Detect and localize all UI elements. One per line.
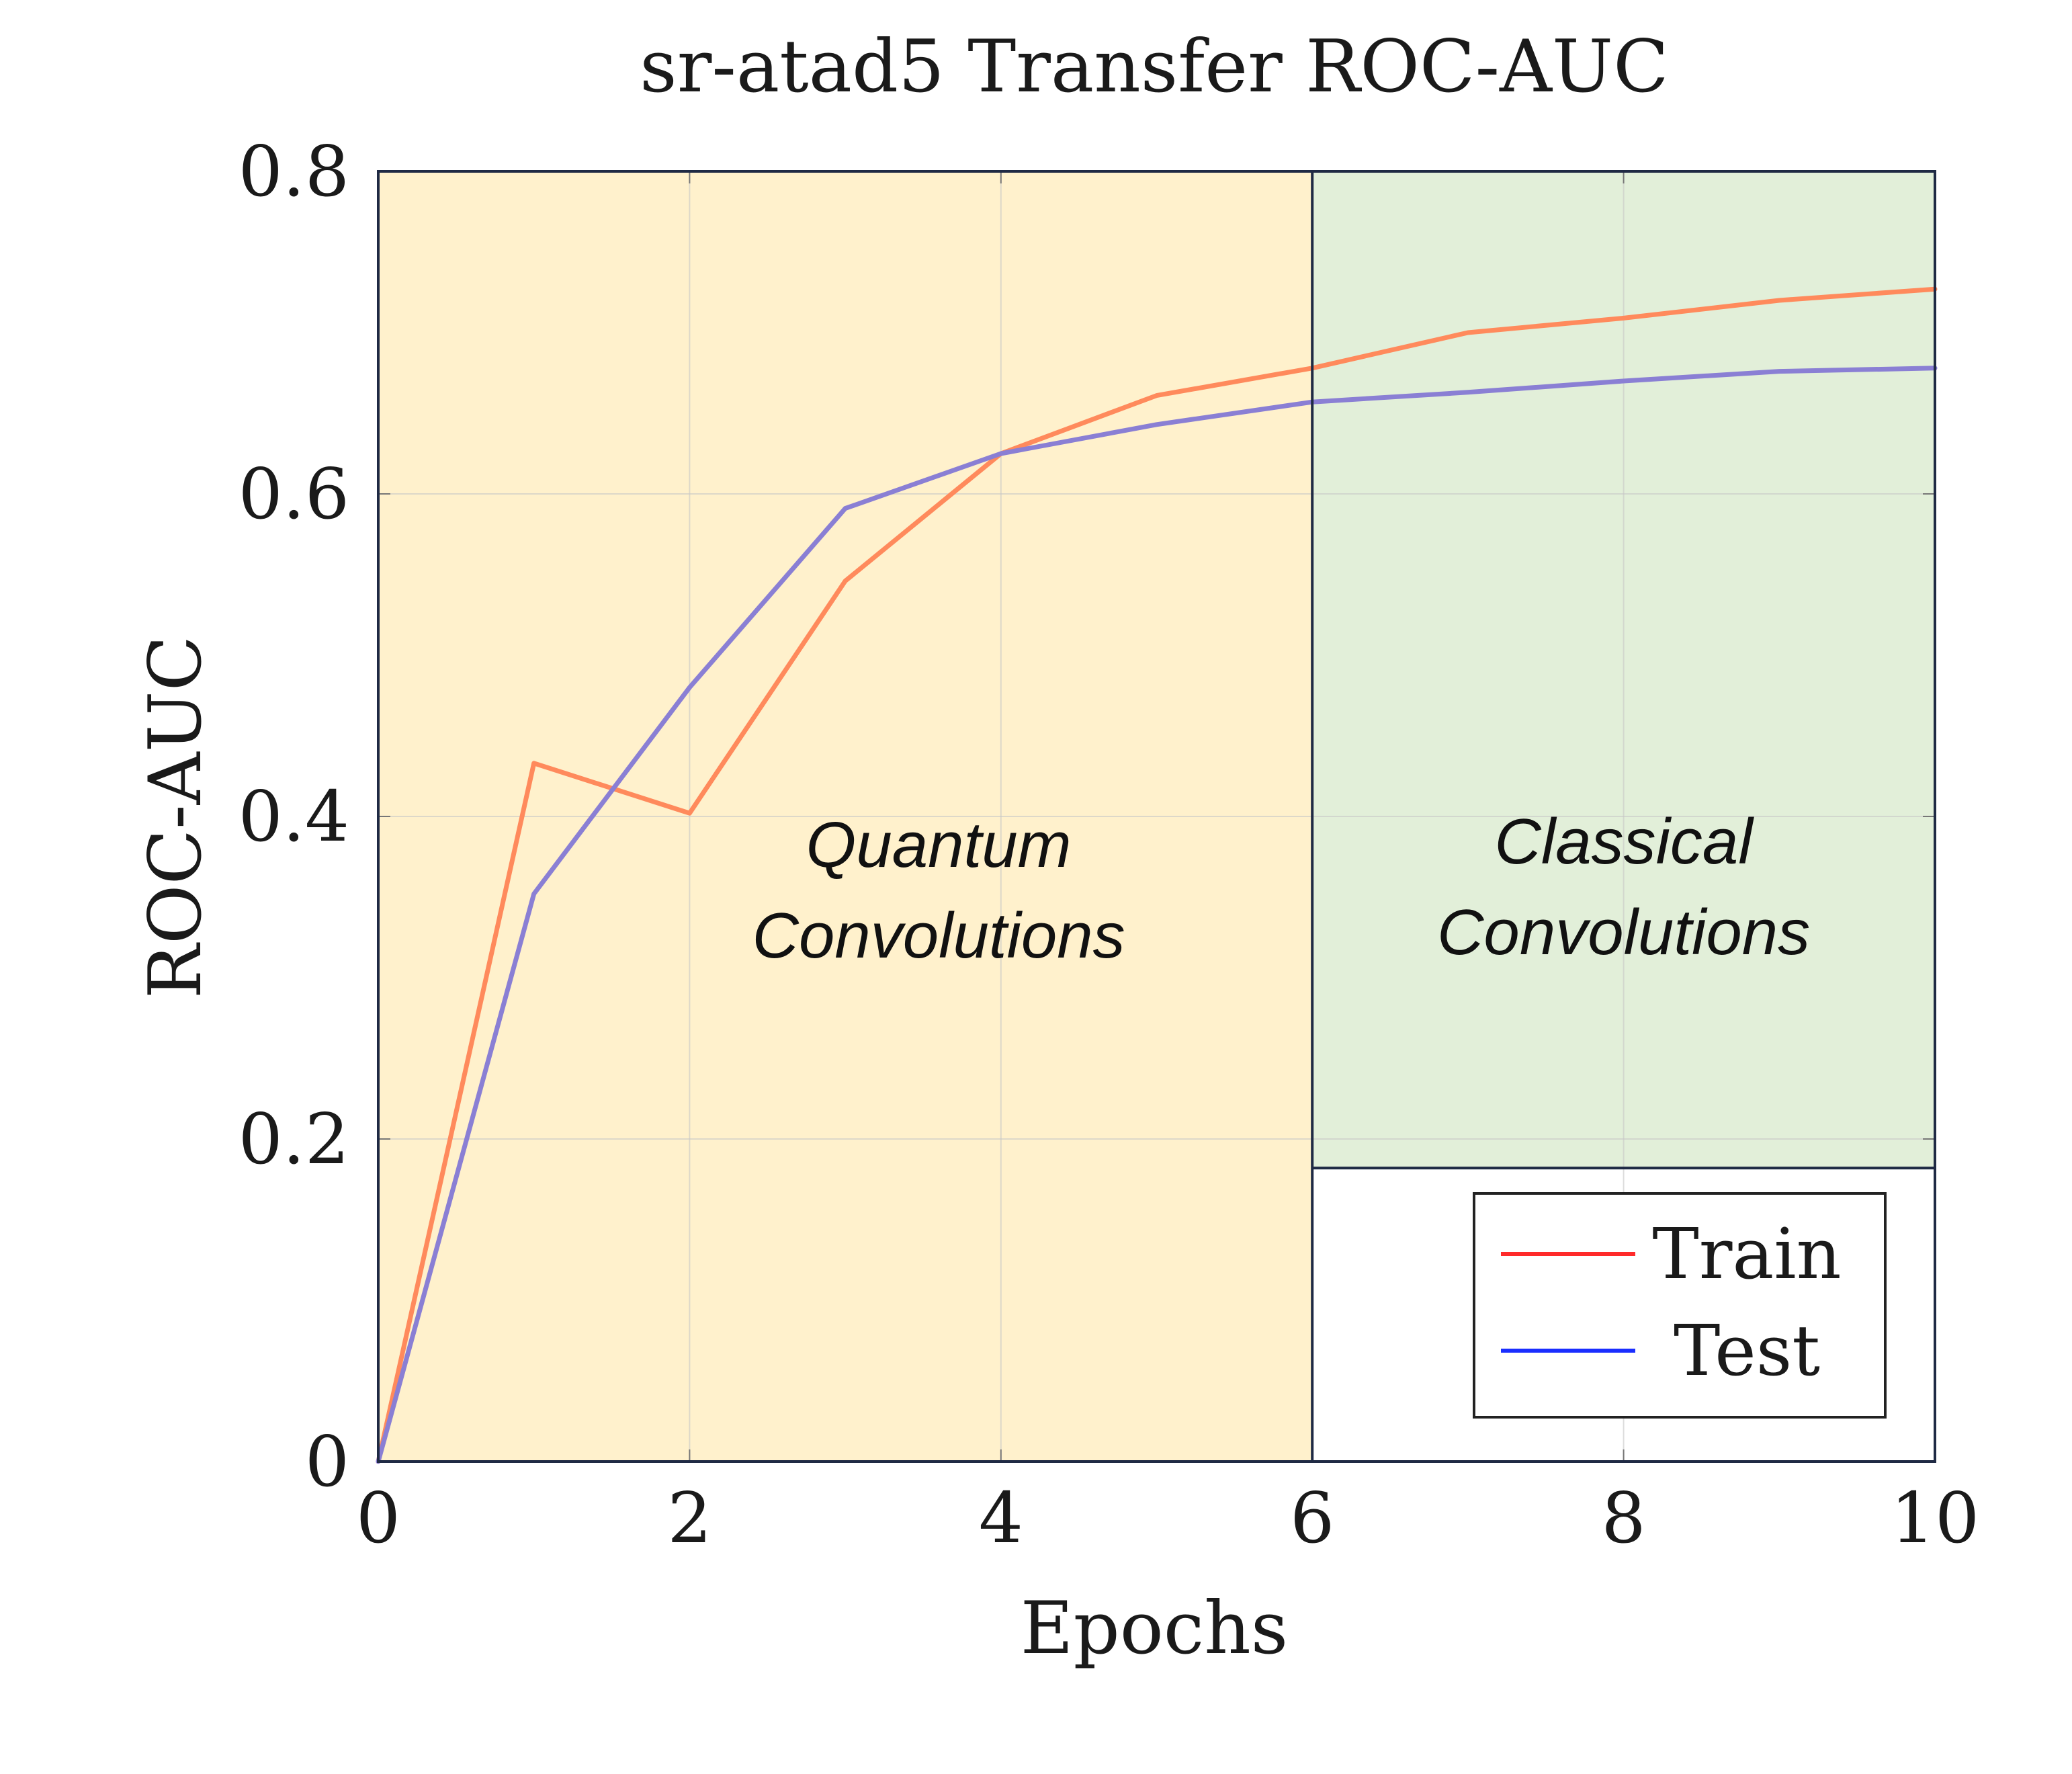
region-labels: Quantum Convolutions Classical Convolutions [752,806,1810,972]
legend: Train Test [1473,1192,1887,1419]
y-tick-label-4: 0.8 [239,130,349,212]
legend-label-train: Train [1652,1213,1841,1295]
series-lines [376,286,1938,1464]
y-tick-label-3: 0.6 [239,453,349,535]
plot-border [377,170,1936,1463]
legend-box [1473,1192,1887,1419]
legend-label-test: Test [1674,1310,1820,1392]
region-label-0-line-0: Quantum [806,809,1072,881]
region-label-1-line-1: Convolutions [1437,896,1810,968]
region-label-0-line-1: Convolutions [752,900,1125,972]
x-tick-label-5: 10 [1891,1477,1979,1559]
x-tick-label-2: 4 [979,1477,1023,1559]
y-tick-label-1: 0.2 [239,1098,349,1180]
x-tick-label-4: 8 [1602,1477,1646,1559]
x-axis-label: Epochs [1021,1587,1288,1671]
y-tick-label-2: 0.4 [239,775,349,857]
chart-title: sr-atad5 Transfer ROC-AUC [640,25,1668,109]
series-line-test [376,366,1938,1464]
x-tick-label-1: 2 [667,1477,711,1559]
y-tick-label-0: 0 [305,1421,349,1503]
y-axis-label: ROC-AUC [134,636,218,999]
series-line-train [376,286,1938,1464]
x-tick-label-0: 0 [356,1477,400,1559]
region-label-1-line-0: Classical [1495,806,1755,878]
axis-tick-labels: 0 2 4 6 8 10 0 0.2 0.4 0.6 0.8 [239,130,1980,1559]
x-tick-label-3: 6 [1290,1477,1334,1559]
plot-frame [377,170,1936,1463]
